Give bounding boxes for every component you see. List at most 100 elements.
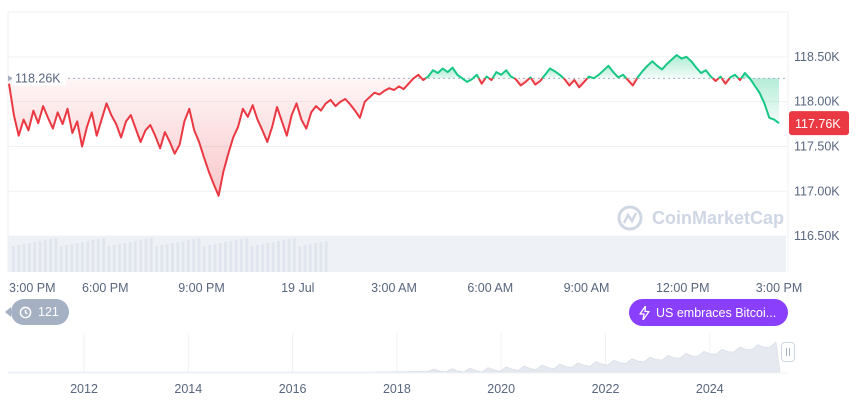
volume-bar [133, 241, 137, 272]
line-below [513, 77, 531, 87]
reference-label: 118.26K [8, 69, 66, 86]
x-axis: 3:00 PM 6:00 PM 9:00 PM 19 Jul 3:00 AM 6:00 A… [9, 281, 802, 295]
volume-bars [8, 236, 786, 272]
volume-bar [160, 245, 164, 272]
line-above [717, 75, 723, 80]
current-price-bg [789, 111, 849, 136]
volume-bar [33, 242, 37, 272]
volume-bar [287, 239, 291, 272]
volume-bar [43, 240, 47, 272]
line-above [740, 72, 780, 125]
volume-bar [292, 238, 296, 272]
volume-bar [22, 244, 26, 272]
cmc-logo-icon [617, 205, 643, 231]
volume-bar [261, 244, 265, 272]
line-below [420, 77, 427, 82]
line-below [488, 77, 494, 82]
lightning-icon [639, 305, 650, 320]
area-below [514, 78, 530, 86]
volume-bar [107, 246, 111, 272]
volume-bar [277, 241, 280, 272]
area-above [492, 70, 515, 79]
x-tick-label: 9:00 AM [564, 281, 610, 295]
volume-bar [176, 242, 180, 272]
line-above [541, 67, 565, 80]
volume-bar [80, 242, 84, 272]
y-tick-label: 118.00K [794, 95, 840, 109]
volume-bar [27, 243, 31, 272]
volume-bar [165, 244, 169, 272]
event-count: 121 [38, 305, 59, 319]
volume-bar [271, 242, 275, 272]
news-headline: US embraces Bitcoi... [656, 305, 777, 320]
x-tick-label: 3:00 PM [9, 281, 56, 295]
volume-bar [298, 246, 302, 272]
area-above [741, 73, 779, 124]
navigator-year: 2018 [383, 382, 411, 396]
line-below [737, 77, 743, 82]
volume-bar [186, 240, 190, 272]
line-above [728, 73, 740, 79]
volume-bar [314, 243, 318, 272]
y-tick-label: 117.00K [794, 184, 840, 198]
navigator-year: 2020 [487, 382, 515, 396]
x-tick-label: 6:00 PM [82, 281, 129, 295]
grid [7, 11, 789, 272]
line-below [712, 77, 720, 82]
volume-bar [234, 240, 238, 272]
volume-bar [239, 239, 243, 272]
volume-bar [128, 242, 132, 272]
history-icon [19, 306, 32, 318]
volume-bar [208, 245, 212, 272]
volume-bar [38, 241, 42, 272]
area-below [9, 74, 422, 196]
x-tick-label: 12:00 PM [656, 281, 710, 295]
volume-bar [224, 242, 227, 272]
line-above [484, 75, 490, 80]
current-price-label: 117.76K [795, 117, 841, 131]
volume-bar [250, 246, 254, 272]
volume-bar [91, 240, 95, 272]
volume-bar [308, 244, 312, 272]
navigator-handle[interactable] [781, 342, 795, 362]
volume-bar [86, 241, 90, 272]
y-tick-label: 117.50K [794, 139, 840, 153]
volume-bar [202, 246, 206, 272]
line-below [477, 77, 487, 85]
line-above [528, 76, 532, 80]
x-tick-label: 3:00 PM [756, 281, 803, 295]
reference-marker [8, 75, 13, 82]
current-price-pill: 117.76K [789, 111, 849, 136]
line-above [586, 64, 628, 80]
x-tick-label: 9:00 PM [178, 281, 225, 295]
line-above [491, 69, 515, 80]
navigator-year: 2016 [279, 382, 307, 396]
navigator-year: 2014 [174, 382, 202, 396]
y-tick-label: 118.50K [794, 50, 840, 64]
line-below [530, 77, 544, 86]
volume-bar [123, 243, 127, 272]
news-badge[interactable]: US embraces Bitcoi... [629, 299, 788, 326]
volume-bar [324, 241, 328, 272]
volume-bar [112, 245, 116, 272]
navigator-year: 2024 [696, 382, 724, 396]
volume-bar [155, 246, 159, 272]
area-above [425, 67, 473, 82]
volume-bar [181, 241, 185, 272]
x-tick-label: 19 Jul [281, 281, 314, 295]
volume-bar [70, 244, 74, 272]
volume-bar [59, 246, 63, 272]
volume-bar [65, 245, 68, 272]
x-tick-label: 6:00 AM [467, 281, 513, 295]
volume-bar [171, 243, 174, 272]
volume-bar [245, 238, 249, 272]
volume-bar [75, 243, 79, 272]
y-axis: 118.50K 118.00K 117.50K 117.00K 116.50K [794, 50, 840, 243]
event-count-badge[interactable]: 121 [5, 299, 69, 325]
volume-bar [229, 241, 233, 272]
area-below [531, 78, 543, 85]
volume-bar [266, 243, 270, 272]
volume-bar [149, 238, 153, 272]
x-tick-label: 3:00 AM [371, 281, 417, 295]
